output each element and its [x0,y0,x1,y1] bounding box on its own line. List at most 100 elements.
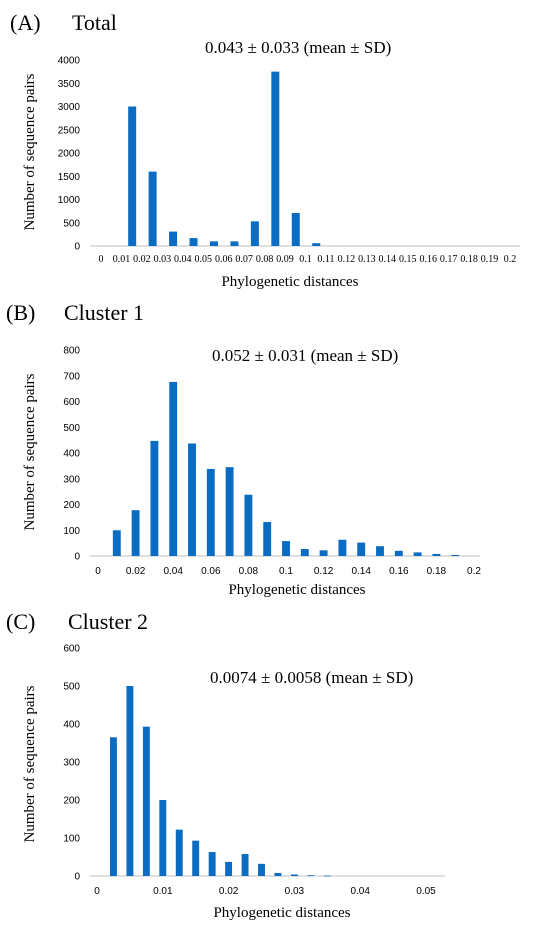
panel-a-x-tick-label: 0.13 [358,254,376,265]
panel-c-x-tick-label: 0.03 [285,886,305,897]
panel-b-x-tick-label: 0.14 [351,566,371,577]
panel-a-y-tick-label: 2500 [58,125,81,136]
panel-b-bar [169,381,178,556]
panel-c-y-tick-label: 200 [63,796,80,807]
panel-c-bar [126,686,134,876]
panel-c-y-tick-label: 500 [63,682,80,693]
panel-a-label: (A) [10,10,41,35]
panel-b-y-tick-label: 100 [63,526,80,537]
panel-a-x-tick-label: 0.12 [338,254,356,265]
panel-b-xlabel: Phylogenetic distances [228,582,365,598]
panel-a-stat: 0.043 ± 0.033 (mean ± SD) [205,38,391,57]
panel-a-y-tick-label: 0 [74,242,80,253]
panel-c-bar [241,853,249,876]
panel-b-y-tick-label: 500 [63,423,80,434]
panel-b-x-tick-label: 0.2 [467,566,481,577]
panel-a-bar [271,71,280,246]
panel-a-y-tick-label: 3500 [58,79,81,90]
panel-c-bar [307,875,315,877]
panel-c-y-tick-label: 0 [74,872,80,883]
panel-a-y-tick-label: 1000 [58,195,81,206]
panel-a-bar [148,171,157,246]
panel-b-title: Cluster 1 [64,300,144,325]
panel-b-x-tick-label: 0.12 [314,566,334,577]
panel-c-stat: 0.0074 ± 0.0058 (mean ± SD) [210,668,413,687]
panel-b-x-tick-label: 0.08 [239,566,259,577]
panel-c-plot: 0 100 200 300 400 500 600 0 0.01 0.02 0.03 0.04 0.05 [63,644,445,897]
panel-c-bar [208,852,216,876]
panel-b-bar [225,467,234,556]
panel-a-x-tick-label: 0.01 [113,254,131,265]
panel-a-x-tick-label: 0.19 [481,254,499,265]
panel-a-bar [312,243,321,246]
panel-a-x-tick-label: 0.08 [256,254,274,265]
panel-c-y-tick-label: 600 [63,644,80,655]
panel-a-y-tick-label: 2000 [58,149,81,160]
panel-a-bar [209,241,218,246]
panel-b-plot: 0 100 200 300 400 500 600 700 800 0 0.02 0.04 0.06 0.… [63,346,481,578]
panel-a-title: Total [72,10,117,35]
panel-c-bar [258,863,265,876]
panel-c-x-tick-label: 0 [94,886,100,897]
panel-b: (B) Cluster 1 0.052 ± 0.031 (mean ± SD) … [6,300,481,598]
panel-b-ylabel: Number of sequence pairs [22,373,38,530]
panel-a-bar [250,221,259,246]
panel-a-x-tick-label: 0.04 [174,254,192,265]
panel-b-stat: 0.052 ± 0.031 (mean ± SD) [212,346,398,365]
panel-b-bar [357,542,366,556]
panel-c-bar [142,726,150,876]
panel-a-x-tick-label: 0.16 [419,254,437,265]
panel-b-y-tick-label: 600 [63,397,80,408]
panel-b-bar [188,443,196,556]
panel-c-bar [175,829,183,876]
panel-a-bar [169,231,178,246]
panel-a-y-tick-label: 1500 [58,172,81,183]
panel-b-bar [300,549,309,556]
panel-a-x-tick-label: 0.03 [154,254,172,265]
panel-b-bar [432,553,441,556]
panel-a-y-tick-label: 4000 [58,56,81,67]
panel-a-x-tick-label: 0.02 [133,254,151,265]
panel-a-x-tick-label: 0.18 [460,254,478,265]
panel-b-y-tick-label: 0 [74,552,80,563]
panel-b-bar [282,541,290,556]
panel-c-y-tick-label: 400 [63,720,80,731]
panel-b-x-tick-label: 0.06 [201,566,221,577]
panel-a-y-tick-label: 500 [63,218,80,229]
panel-b-bar [319,550,328,556]
panel-a-bar [189,238,198,246]
panel-c-y-tick-label: 300 [63,758,80,769]
panel-a-x-tick-label: 0.15 [399,254,417,265]
panel-b-y-tick-label: 800 [63,346,80,357]
panel-a-x-tick-label: 0.2 [504,254,517,265]
panel-c-ylabel: Number of sequence pairs [22,685,38,842]
panel-b-bar [451,554,460,556]
panel-c-y-tick-label: 100 [63,834,80,845]
panel-b-x-tick-label: 0.16 [389,566,409,577]
panel-a-xlabel: Phylogenetic distances [221,274,358,290]
panel-b-x-tick-label: 0.04 [163,566,183,577]
panel-c-bar [290,874,298,876]
panel-b-bar [376,546,384,556]
panel-c-bar [225,861,233,876]
panel-a-x-tick-label: 0.09 [276,254,294,265]
panel-a-x-tick-label: 0.06 [215,254,233,265]
panel-b-y-tick-label: 300 [63,474,80,485]
panel-b-y-tick-label: 200 [63,500,80,511]
panel-c-label: (C) [6,609,35,634]
panel-b-label: (B) [6,300,35,325]
panel-b-y-tick-label: 400 [63,449,80,460]
panel-b-bar [206,468,215,556]
panel-b-x-tick-label: 0 [95,566,101,577]
panel-a-x-tick-label: 0.14 [379,254,397,265]
panel-c-bar [109,737,117,876]
panel-a-x-tick-label: 0.1 [299,254,312,265]
panel-b-bar [338,539,347,556]
panel-a-y-tick-label: 3000 [58,102,81,113]
panel-b-x-tick-label: 0.1 [279,566,293,577]
panel-a: (A) Total 0.043 ± 0.033 (mean ± SD) Numb… [10,10,520,290]
panel-a-x-tick-label: 0.07 [235,254,253,265]
panel-a-x-tick-label: 0.11 [317,254,334,265]
